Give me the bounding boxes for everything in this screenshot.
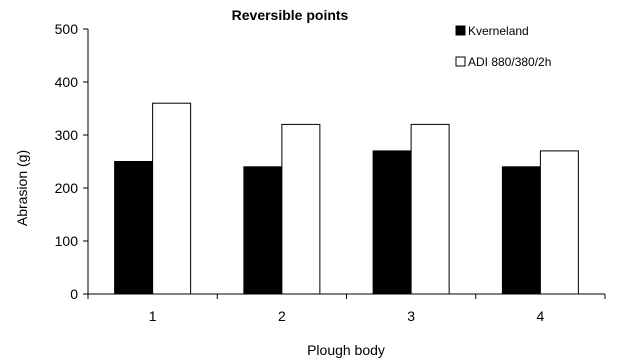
bars bbox=[114, 102, 579, 295]
y-tick-label: 500 bbox=[55, 21, 79, 37]
bar-series-2-category-2 bbox=[281, 123, 321, 295]
legend: Kverneland ADI 880/380/2h bbox=[455, 24, 551, 69]
x-tick-label: 1 bbox=[149, 308, 157, 324]
y-axis-label: Abrasion (g) bbox=[14, 150, 30, 226]
y-axis: 0 100 200 300 400 500 bbox=[55, 21, 89, 302]
y-tick-label: 200 bbox=[55, 180, 79, 196]
y-tick-label: 100 bbox=[55, 233, 79, 249]
bar-series-1-category-1 bbox=[114, 161, 154, 295]
x-tick-label: 2 bbox=[278, 308, 286, 324]
bar-series-2-category-1 bbox=[152, 102, 192, 295]
bar-series-2-category-3 bbox=[410, 123, 450, 295]
bar-series-1-category-4 bbox=[501, 166, 541, 295]
y-tick-label: 0 bbox=[70, 286, 78, 302]
legend-label: Kverneland bbox=[468, 24, 529, 38]
legend-swatch bbox=[455, 56, 466, 67]
chart-title: Reversible points bbox=[232, 7, 349, 23]
bar-series-1-category-3 bbox=[372, 150, 412, 295]
y-tick-label: 300 bbox=[55, 127, 79, 143]
bar-series-1-category-2 bbox=[243, 166, 283, 295]
legend-swatch bbox=[455, 25, 466, 36]
y-tick-label: 400 bbox=[55, 74, 79, 90]
legend-label: ADI 880/380/2h bbox=[468, 55, 551, 69]
x-axis-label: Plough body bbox=[307, 342, 385, 358]
bar-series-2-category-4 bbox=[539, 150, 579, 295]
x-tick-label: 3 bbox=[407, 308, 415, 324]
x-axis: 1 2 3 4 bbox=[87, 293, 606, 324]
x-tick-label: 4 bbox=[536, 308, 544, 324]
